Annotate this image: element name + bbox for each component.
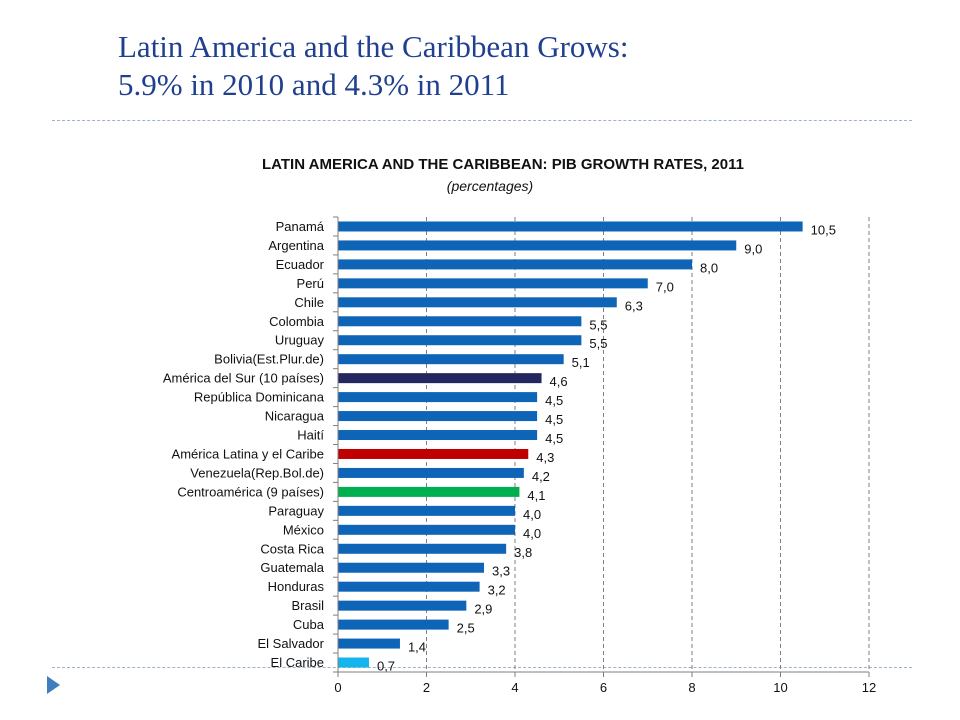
data-label: 4,5 [545, 412, 563, 427]
data-label: 3,8 [514, 545, 532, 560]
category-label: República Dominicana [194, 390, 325, 405]
data-label: 5,5 [589, 317, 607, 332]
bar [338, 297, 617, 308]
bar [338, 467, 524, 478]
bar [338, 373, 542, 384]
bars [338, 221, 803, 668]
data-label: 2,5 [457, 621, 475, 636]
category-label: Chile [294, 295, 324, 310]
bar [338, 657, 369, 668]
bar [338, 240, 737, 251]
data-label: 10,5 [811, 222, 836, 237]
data-label: 4,2 [532, 469, 550, 484]
category-label: Uruguay [275, 333, 325, 348]
data-label: 4,0 [523, 507, 541, 522]
data-label: 4,1 [527, 488, 545, 503]
bar [338, 619, 449, 630]
category-label: Costa Rica [260, 541, 324, 556]
category-label: América del Sur (10 países) [163, 371, 324, 386]
bar [338, 430, 538, 441]
bar [338, 543, 507, 554]
bar [338, 448, 529, 459]
category-label: Honduras [268, 579, 325, 594]
bar [338, 562, 485, 573]
bar [338, 524, 515, 535]
bottom-divider [52, 667, 912, 668]
category-label: Haití [297, 428, 324, 443]
bar [338, 411, 538, 422]
data-label: 3,3 [492, 564, 510, 579]
category-label: Brasil [291, 598, 324, 613]
data-label: 5,5 [589, 336, 607, 351]
data-label: 4,6 [550, 374, 568, 389]
value-labels: 10,5 9,0 8,0 7,0 6,3 5,5 5,5 5,1 4,6 4,5 4,5 4,5 4,3… [377, 222, 836, 673]
x-tick-label: 4 [511, 680, 518, 695]
bar [338, 316, 582, 327]
data-label: 8,0 [700, 260, 718, 275]
bullet-arrow-icon [47, 676, 60, 694]
category-label: Perú [297, 276, 324, 291]
x-tick-label: 2 [423, 680, 430, 695]
chart-subtitle: (percentages) [447, 178, 533, 194]
slide-title: Latin America and the Caribbean Grows: 5… [118, 28, 918, 104]
axes [333, 216, 870, 677]
category-label: Cuba [293, 617, 325, 632]
bar [338, 278, 648, 289]
data-label: 4,5 [545, 431, 563, 446]
category-label: Guatemala [260, 560, 324, 575]
data-label: 7,0 [656, 279, 674, 294]
category-label: Panamá [276, 219, 325, 234]
data-label: 6,3 [625, 298, 643, 313]
category-label: El Salvador [258, 636, 325, 651]
x-tick-label: 6 [600, 680, 607, 695]
category-label: Paraguay [268, 503, 324, 518]
bar [338, 259, 692, 270]
data-label: 2,9 [474, 602, 492, 617]
bar [338, 392, 538, 403]
bar [338, 600, 467, 611]
bar [338, 486, 520, 497]
category-label: El Caribe [271, 655, 324, 670]
bar [338, 638, 400, 649]
x-tick-label: 12 [862, 680, 876, 695]
category-label: Nicaragua [265, 409, 325, 424]
category-label: Argentina [268, 238, 324, 253]
gridlines [426, 217, 870, 672]
category-label: México [283, 522, 324, 537]
category-label: Ecuador [276, 257, 325, 272]
slide-title-line-2: 5.9% in 2010 and 4.3% in 2011 [118, 67, 510, 102]
category-label: Centroamérica (9 países) [177, 484, 324, 499]
category-label: Colombia [269, 314, 325, 329]
data-label: 4,0 [523, 526, 541, 541]
category-label: América Latina y el Caribe [172, 446, 324, 461]
top-divider [52, 120, 912, 121]
x-tick-label: 0 [334, 680, 341, 695]
data-label: 4,5 [545, 393, 563, 408]
data-label: 3,2 [488, 583, 506, 598]
data-label: 9,0 [744, 241, 762, 256]
bar [338, 335, 582, 346]
bar [338, 354, 564, 365]
category-label: Bolivia(Est.Plur.de) [214, 352, 324, 367]
category-labels: Panamá Argentina Ecuador Perú Chile Colombia U… [163, 219, 325, 670]
slide-title-line-1: Latin America and the Caribbean Grows: [118, 29, 629, 64]
bar [338, 221, 803, 232]
chart-title: LATIN AMERICA AND THE CARIBBEAN: PIB GRO… [262, 156, 744, 173]
tick-labels: 0 2 4 6 8 10 12 [334, 680, 876, 695]
data-label: 5,1 [572, 355, 590, 370]
bar [338, 505, 515, 516]
data-label: 1,4 [408, 640, 426, 655]
bar [338, 581, 480, 592]
x-tick-label: 8 [688, 680, 695, 695]
data-label: 4,3 [536, 450, 554, 465]
data-label: 0,7 [377, 659, 395, 674]
category-label: Venezuela(Rep.Bol.de) [190, 465, 324, 480]
x-tick-label: 10 [773, 680, 787, 695]
